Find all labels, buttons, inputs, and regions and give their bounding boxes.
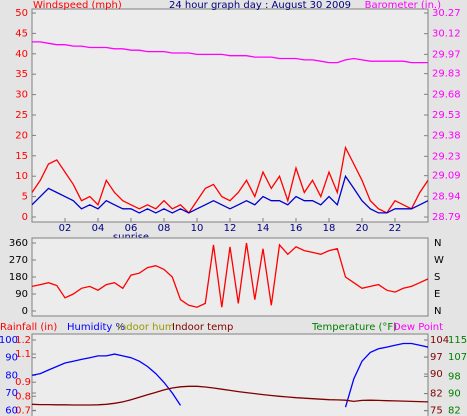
y-tick-label: 107 (448, 352, 467, 363)
series-line (32, 174, 428, 214)
y-tick-label: 25 (15, 110, 28, 121)
y-tick-label: 5 (22, 192, 28, 203)
axis-title: Indoor temp (172, 322, 233, 333)
y2-tick-label: 28.79 (432, 212, 461, 223)
y-tick-label: 98 (448, 371, 461, 382)
y-tick-label: 90 (448, 389, 461, 400)
y-tick-label: 90 (430, 369, 443, 380)
direction-label: N (434, 306, 441, 317)
y2-tick-label: 29.09 (432, 171, 461, 182)
y-tick-label: 0.8 (15, 391, 31, 402)
x-tick-label: 18 (323, 223, 336, 234)
x-tick-label: 20 (356, 223, 369, 234)
axis-title: Humidity % (67, 322, 125, 333)
series-line (32, 145, 428, 214)
y2-tick-label: 30.27 (432, 8, 461, 19)
y2-tick-label: 29.38 (432, 131, 461, 142)
y2-tick-label: 29.68 (432, 89, 461, 100)
y-tick-label: 40 (15, 49, 28, 60)
y-tick-label: 100 (0, 335, 18, 346)
y-tick-label: 97 (430, 352, 443, 363)
y2-axis-title: Barometer (in.) (365, 0, 441, 11)
y-tick-label: 0 (22, 212, 28, 223)
y-tick-label: 90 (5, 353, 18, 364)
y-tick-label: 35 (15, 69, 28, 80)
y-tick-label: 82 (448, 406, 461, 416)
x-tick-label: 22 (389, 223, 402, 234)
y-tick-label: 1.2 (15, 335, 31, 346)
plot-frame (31, 8, 429, 223)
y2-tick-label: 29.83 (432, 69, 461, 80)
axis-title: Dew Point (393, 322, 443, 333)
y-tick-label: 70 (5, 388, 18, 399)
y-tick-label: 0.7 (15, 405, 31, 416)
axis-title: Temperature (°F) (311, 322, 397, 333)
series-line (32, 342, 428, 408)
y-tick-label: 180 (9, 272, 28, 283)
x-tick-label: 06 (125, 223, 138, 234)
x-tick-label: 10 (191, 223, 204, 234)
y-tick-label: 0 (22, 306, 28, 317)
y-tick-label: 270 (9, 255, 28, 266)
x-tick-label: 02 (59, 223, 72, 234)
y-tick-label: 90 (15, 289, 28, 300)
y-tick-label: 10 (15, 171, 28, 182)
axis-title: Indoor hum (117, 322, 175, 333)
y-tick-label: 0.9 (15, 377, 31, 388)
y-tick-label: 60 (5, 406, 18, 416)
y-tick-label: 45 (15, 28, 28, 39)
y2-tick-label: 29.97 (432, 49, 461, 60)
y-axis-title: Windspeed (mph) (33, 0, 122, 11)
y2-tick-label: 29.23 (432, 151, 461, 162)
y-tick-label: 80 (5, 370, 18, 381)
series-line (32, 242, 428, 308)
y-tick-label: 75 (430, 406, 443, 416)
y-tick-label: 1.1 (15, 349, 31, 360)
y-tick-label: 15 (15, 151, 28, 162)
x-tick-label: 16 (290, 223, 303, 234)
direction-label: E (434, 289, 440, 300)
y-tick-label: 360 (9, 238, 28, 249)
y-tick-label: 115 (448, 335, 467, 346)
series-line (32, 41, 428, 64)
x-tick-label: 12 (224, 223, 237, 234)
direction-label: N (434, 238, 441, 249)
x-tick-label: 04 (92, 223, 105, 234)
x-tick-label: 14 (257, 223, 270, 234)
direction-label: S (434, 272, 440, 283)
x-tick-label: 08 (158, 223, 171, 234)
y2-tick-label: 30.12 (432, 29, 461, 40)
y-tick-label: 30 (15, 90, 28, 101)
chart-title: 24 hour graph day : August 30 2009 (169, 0, 351, 11)
y2-tick-label: 28.94 (432, 191, 461, 202)
y-tick-label: 82 (430, 389, 443, 400)
y-tick-label: 50 (15, 8, 28, 19)
plot-frame (31, 333, 429, 416)
series-line (32, 385, 428, 406)
y-tick-label: 104 (430, 335, 449, 346)
direction-label: W (434, 255, 444, 266)
y2-tick-label: 29.53 (432, 110, 461, 121)
y-tick-label: 20 (15, 130, 28, 141)
axis-title: Rainfall (in) (0, 322, 57, 333)
